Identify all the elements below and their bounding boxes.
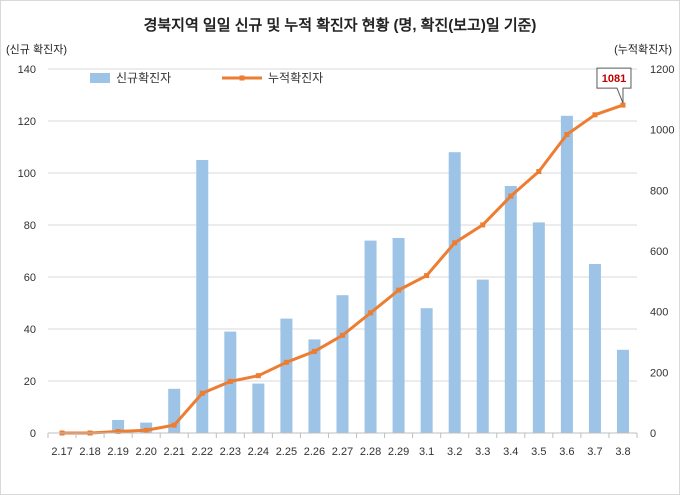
line-point [536, 169, 542, 175]
y-right-tick-label: 400 [650, 307, 668, 319]
x-tick-label: 3.7 [587, 446, 602, 458]
bar [364, 240, 377, 433]
y-right-tick-label: 200 [650, 367, 668, 379]
line-point [340, 332, 345, 338]
y-left-tick-label: 0 [30, 428, 36, 440]
line-point [620, 102, 626, 108]
x-tick-label: 2.17 [51, 446, 72, 458]
y-right-tick-label: 1000 [650, 125, 674, 137]
bar [560, 115, 573, 434]
bar [392, 238, 405, 433]
line-point [480, 222, 486, 228]
x-tick-label: 2.22 [192, 446, 213, 458]
x-tick-label: 2.28 [360, 446, 381, 458]
y-axis-left-title: (신규 확진자) [6, 44, 67, 56]
bar [420, 308, 433, 433]
y-left-tick-label: 60 [24, 272, 36, 284]
bar [476, 279, 489, 433]
bar [252, 383, 265, 433]
x-tick-label: 2.25 [276, 446, 297, 458]
bar [588, 264, 601, 433]
line-point [368, 310, 374, 316]
x-tick-label: 2.21 [164, 446, 185, 458]
line-point [592, 112, 598, 118]
annotation-label: 1081 [602, 73, 626, 85]
x-tick-label: 2.23 [220, 446, 241, 458]
legend-swatch-marker [239, 75, 245, 81]
x-tick-label: 3.1 [419, 446, 434, 458]
line-point [283, 359, 289, 365]
x-tick-label: 2.29 [388, 446, 409, 458]
legend-label-line: 누적확진자 [268, 71, 323, 85]
line-point [396, 287, 402, 293]
bar [196, 160, 209, 433]
y-left-tick-label: 40 [24, 324, 36, 336]
legend-swatch-bar [90, 73, 110, 83]
bar [448, 152, 461, 433]
y-right-tick-label: 600 [650, 246, 668, 258]
bar [504, 186, 517, 433]
line-point [171, 422, 177, 428]
chart-title: 경북지역 일일 신규 및 누적 확진자 현황 (명, 확진(보고)일 기준) [143, 17, 537, 34]
bar [616, 349, 629, 433]
bar-series [112, 115, 629, 434]
x-tick-label: 2.18 [79, 446, 100, 458]
x-tick-label: 2.19 [107, 446, 128, 458]
x-tick-label: 3.5 [531, 446, 546, 458]
x-tick-label: 2.24 [248, 446, 269, 458]
line-point [424, 273, 430, 279]
x-tick-label: 3.6 [559, 446, 574, 458]
y-left-tick-label: 100 [18, 168, 36, 180]
x-tick-label: 3.8 [615, 446, 630, 458]
line-point [255, 373, 261, 379]
line-point [143, 427, 149, 433]
y-right-tick-label: 1200 [650, 64, 674, 76]
annotations: 1081 [596, 67, 632, 104]
x-tick-label: 2.20 [135, 446, 156, 458]
line-point [115, 428, 121, 434]
annotation-callout [596, 67, 632, 104]
y-left-tick-label: 120 [18, 116, 36, 128]
legend-label-bar: 신규확진자 [116, 71, 171, 85]
bar [308, 339, 321, 433]
line-point [199, 390, 205, 396]
y-right-tick-label: 800 [650, 185, 668, 197]
x-tick-label: 3.2 [447, 446, 462, 458]
y-axis-right-title: (누적확진자) [614, 44, 672, 56]
bar [532, 222, 545, 433]
line-point [311, 348, 317, 354]
x-tick-label: 2.27 [332, 446, 353, 458]
bar [280, 318, 293, 433]
bar [112, 420, 125, 433]
line-point [227, 378, 233, 384]
y-left-tick-label: 20 [24, 376, 36, 388]
y-right-tick-label: 0 [650, 428, 656, 440]
legend: 신규확진자 누적확진자 [90, 71, 323, 85]
axes: 0 20 40 60 80 100 120 140 0 200 400 600 800 1000 1200 2… [18, 64, 675, 458]
line-point [452, 240, 458, 246]
x-tick-label: 2.26 [304, 446, 325, 458]
x-tick-label: 3.4 [503, 446, 518, 458]
line-point [508, 193, 514, 199]
y-left-tick-label: 140 [18, 64, 36, 76]
x-tick-label: 3.3 [475, 446, 490, 458]
bar [336, 295, 349, 433]
line-point [564, 132, 570, 138]
y-left-tick-label: 80 [24, 220, 36, 232]
